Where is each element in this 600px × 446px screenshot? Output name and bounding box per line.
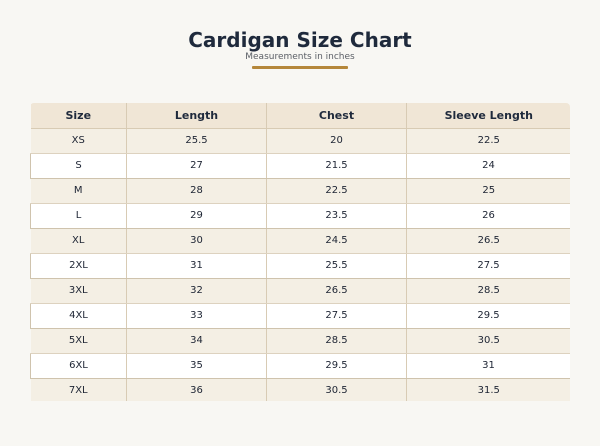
chest-cell: 29.5 <box>266 352 407 379</box>
size-table: Size Length Chest Sleeve Length XS 25.5 20… <box>30 103 570 401</box>
table-row: L 29 23.5 26 <box>30 202 570 229</box>
sleeve-length-cell: 29.5 <box>406 302 570 329</box>
size-cell: XL <box>30 228 127 254</box>
size-cell: XS <box>30 128 127 154</box>
table-header-row: Size Length Chest Sleeve Length <box>30 103 570 129</box>
chest-cell: 24.5 <box>266 228 407 254</box>
chest-cell: 20 <box>266 128 407 154</box>
size-cell: 2XL <box>30 252 127 279</box>
chest-cell: 25.5 <box>266 252 407 279</box>
sleeve-length-cell: 26.5 <box>406 228 570 254</box>
size-cell: 7XL <box>30 378 127 401</box>
table-row: 3XL 32 26.5 28.5 <box>30 278 570 304</box>
table-row: XS 25.5 20 22.5 <box>30 128 570 154</box>
size-cell: L <box>30 202 127 229</box>
table-body: XS 25.5 20 22.5 S 27 21.5 24 M 28 22.5 25 L 29 23.5 26 X… <box>30 128 570 401</box>
length-cell: 30 <box>126 228 267 254</box>
length-cell: 29 <box>126 202 267 229</box>
table-row: S 27 21.5 24 <box>30 152 570 179</box>
size-cell: M <box>30 178 127 204</box>
chest-cell: 28.5 <box>266 328 407 354</box>
sleeve-length-cell: 30.5 <box>406 328 570 354</box>
size-cell: 3XL <box>30 278 127 304</box>
chest-cell: 23.5 <box>266 202 407 229</box>
chest-cell: 21.5 <box>266 152 407 179</box>
sleeve-length-cell: 25 <box>406 178 570 204</box>
chart-header: Cardigan Size Chart Measurements in inch… <box>0 28 600 69</box>
page-title: Cardigan Size Chart <box>188 28 412 52</box>
length-cell: 35 <box>126 352 267 379</box>
size-cell: S <box>30 152 127 179</box>
table-row: 2XL 31 25.5 27.5 <box>30 252 570 279</box>
length-cell: 34 <box>126 328 267 354</box>
sleeve-length-cell: 31.5 <box>477 385 500 397</box>
sleeve-length-cell: 26 <box>406 202 570 229</box>
size-cell: 6XL <box>30 352 127 379</box>
column-header-chest: Chest <box>266 103 407 129</box>
title-underline <box>252 66 348 69</box>
length-cell: 31 <box>126 252 267 279</box>
length-cell: 32 <box>126 278 267 304</box>
table-row: 4XL 33 27.5 29.5 <box>30 302 570 329</box>
chest-cell: 27.5 <box>266 302 407 329</box>
page-subtitle: Measurements in inches <box>245 52 355 62</box>
table-row: XL 30 24.5 26.5 <box>30 228 570 254</box>
chest-cell: 22.5 <box>266 178 407 204</box>
table-row: 6XL 35 29.5 31 <box>30 352 570 379</box>
column-header-size: Size <box>30 103 127 129</box>
chest-cell: 26.5 <box>266 278 407 304</box>
sleeve-length-cell: 27.5 <box>406 252 570 279</box>
size-table-container: Size Length Chest Sleeve Length XS 25.5 20… <box>30 103 570 401</box>
sleeve-length-cell: 24 <box>406 152 570 179</box>
table-row: 5XL 34 28.5 30.5 <box>30 328 570 354</box>
size-cell: 4XL <box>30 302 127 329</box>
length-cell: 33 <box>126 302 267 329</box>
sleeve-length-cell: 28.5 <box>406 278 570 304</box>
column-header-sleeve-length: Sleeve Length <box>406 103 570 129</box>
sleeve-length-cell: 31 <box>406 352 570 379</box>
sleeve-length-cell: 22.5 <box>406 128 570 154</box>
column-header-length: Length <box>126 103 267 129</box>
length-cell: 36 <box>126 378 267 401</box>
size-cell: 5XL <box>30 328 127 354</box>
table-row: M 28 22.5 25 <box>30 178 570 204</box>
table-row: 7XL 36 30.5 31.5 <box>30 378 570 401</box>
length-cell: 28 <box>126 178 267 204</box>
length-cell: 27 <box>126 152 267 179</box>
length-cell: 25.5 <box>126 128 267 154</box>
chest-cell: 30.5 <box>266 378 407 401</box>
